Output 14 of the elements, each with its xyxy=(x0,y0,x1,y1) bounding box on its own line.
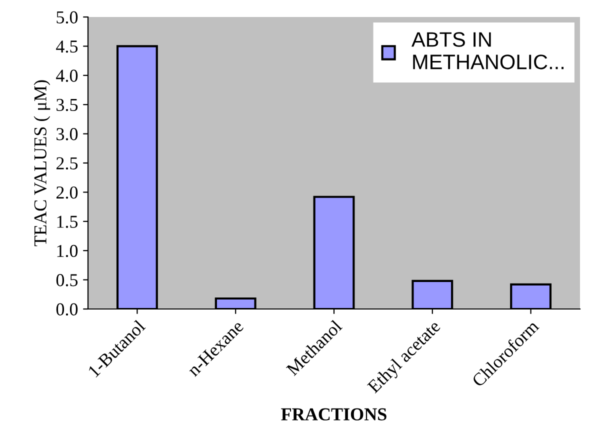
y-tick-label: 2.0 xyxy=(56,186,78,199)
y-tick-label: 0.5 xyxy=(56,274,78,286)
y-tick-label: 4.5 xyxy=(56,40,78,53)
legend-label: ABTS IN METHANOLIC... xyxy=(412,32,564,70)
y-tick-label: 1.5 xyxy=(57,216,78,228)
y-tick-label: 3.0 xyxy=(56,128,78,140)
y-tick-label: 3.5 xyxy=(56,98,78,112)
x-axis-title: FRACTIONS xyxy=(281,408,386,420)
y-tick-label: 0.0 xyxy=(56,303,78,316)
y-tick-label: 1.0 xyxy=(57,244,78,258)
y-tick-label: 2.5 xyxy=(56,157,78,170)
y-tick-label: 5.0 xyxy=(56,11,78,24)
y-tick-label: 4.0 xyxy=(56,70,78,82)
y-axis-title: TEAC VALUES ( μM) xyxy=(34,80,50,246)
